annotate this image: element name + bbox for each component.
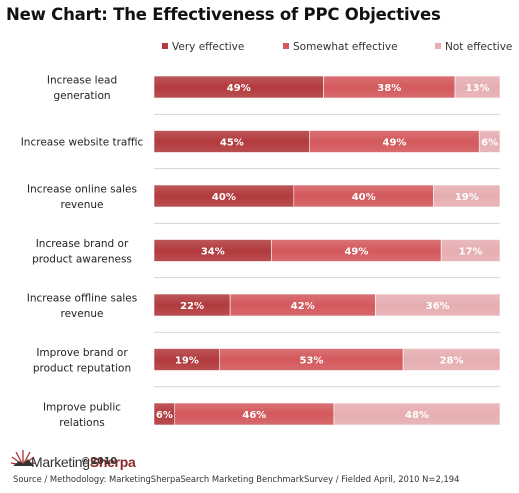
data-label: 48% xyxy=(405,410,429,421)
bar-segment xyxy=(478,130,501,153)
data-label: 46% xyxy=(242,410,266,421)
data-label: 28% xyxy=(440,356,464,367)
legend-label: Very effective xyxy=(172,41,244,53)
bar-segment xyxy=(375,293,501,317)
brand-name-prefix: Marketing xyxy=(31,454,90,470)
legend-swatch xyxy=(435,43,441,49)
data-label: 49% xyxy=(344,247,368,258)
bar-segment xyxy=(433,184,501,208)
brand-name-suffix: Sherpa xyxy=(89,454,136,470)
legend-label: Somewhat effective xyxy=(293,41,398,53)
data-label: 40% xyxy=(212,192,236,203)
category-label: Improve public relations xyxy=(43,401,121,429)
data-label: 53% xyxy=(299,356,323,367)
bar-segment xyxy=(440,239,501,262)
legend-swatch xyxy=(162,43,168,49)
brand-logo: MarketingSherpa xyxy=(10,445,170,471)
data-label: 19% xyxy=(455,192,479,203)
sunburst-logo-icon xyxy=(10,450,36,466)
data-label: 36% xyxy=(426,301,450,312)
category-label: Increase offline sales revenue xyxy=(27,292,137,320)
data-label: 49% xyxy=(227,83,251,94)
category-label: Increase online sales revenue xyxy=(27,183,137,211)
bar-segment xyxy=(402,348,501,371)
data-label: 22% xyxy=(180,301,204,312)
data-label: 40% xyxy=(352,192,376,203)
data-label: 34% xyxy=(201,247,225,258)
data-label: 19% xyxy=(175,356,199,367)
data-label: 6% xyxy=(156,410,173,421)
data-label: 13% xyxy=(466,83,490,94)
brand-name: MarketingSherpa xyxy=(31,454,136,470)
source-note: Source / Methodology: MarketingSherpaSea… xyxy=(13,474,460,484)
category-label: Improve brand or product reputation xyxy=(33,347,131,375)
data-label: 6% xyxy=(481,138,498,149)
stacked-bar-chart: Very effective Somewhat effective Not effe… xyxy=(21,41,513,429)
copyright: ©2010 xyxy=(81,456,117,467)
chart-title: New Chart: The Effectiveness of PPC Obje… xyxy=(6,5,441,24)
data-label: 38% xyxy=(377,83,401,94)
category-label: Increase lead generation xyxy=(47,74,117,102)
legend-label: Not effective xyxy=(445,41,512,53)
data-label: 49% xyxy=(383,138,407,149)
data-label: 45% xyxy=(220,138,244,149)
category-label: Increase website traffic xyxy=(21,137,144,149)
bar-segment xyxy=(333,402,501,426)
bar-segment xyxy=(454,75,501,99)
category-label: Increase brand or product awareness xyxy=(32,238,132,266)
data-label: 17% xyxy=(459,247,483,258)
legend-swatch xyxy=(283,43,289,49)
data-label: 42% xyxy=(291,301,315,312)
